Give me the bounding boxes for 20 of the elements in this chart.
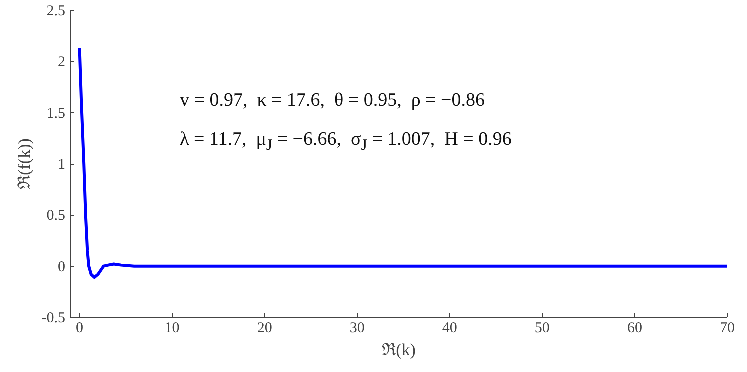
x-tick-label: 10 xyxy=(164,320,180,336)
y-axis-title: ℜ(f(k)) xyxy=(14,138,34,190)
x-tick-label: 40 xyxy=(442,320,458,336)
y-tick-label: 2 xyxy=(58,54,66,71)
line-series xyxy=(78,46,728,280)
x-tick-label: 70 xyxy=(720,320,735,336)
x-tick-label: 0 xyxy=(76,320,84,336)
annotation: λ = 11.7, μ$_{J}$ = −6.66, σ$_{J}$ = 1.007, H = 0.96 xyxy=(180,128,512,156)
annotation: v = 0.97, κ = 17.6, θ = 0.95, ρ = −0.86 xyxy=(180,89,486,113)
x-tick-label: 20 xyxy=(257,320,272,336)
y-tick-label: -0.5 xyxy=(42,310,66,326)
x-tick-label: 30 xyxy=(350,320,365,336)
y-tick-label: 0 xyxy=(58,259,66,276)
y-tick-label: 0.5 xyxy=(46,208,66,224)
x-tick-label: 50 xyxy=(534,320,550,336)
x-axis-title: ℜ(k) xyxy=(382,340,416,360)
y-tick-label: 2.5 xyxy=(46,4,66,20)
y-tick-label: 1.5 xyxy=(46,106,66,122)
x-tick-label: 60 xyxy=(627,320,642,336)
y-tick-label: 1 xyxy=(58,157,66,173)
